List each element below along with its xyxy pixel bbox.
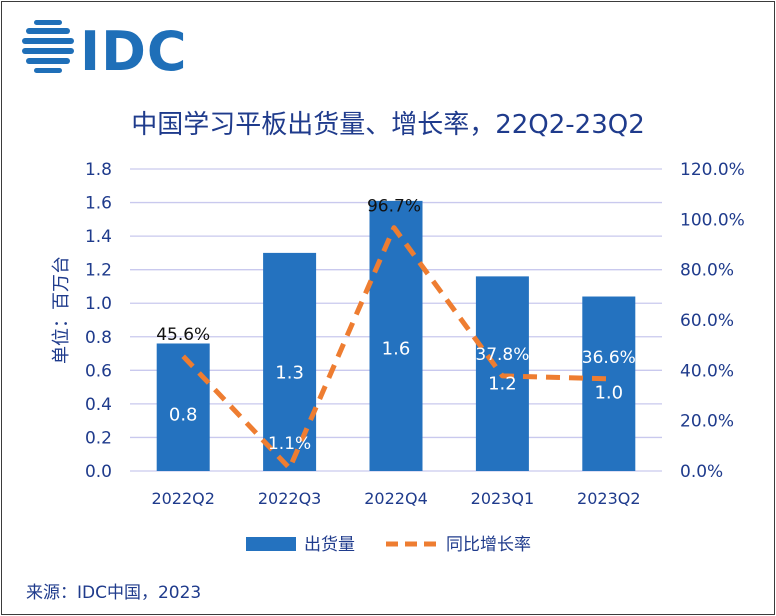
right-tick-label: 20.0%: [680, 412, 734, 432]
right-tick-label: 100.0%: [680, 210, 745, 230]
globe-icon: [22, 20, 74, 73]
growth-value-label: 36.6%: [582, 348, 636, 368]
right-tick-label: 40.0%: [680, 361, 734, 381]
left-tick-label: 1.6: [85, 194, 112, 214]
right-axis-ticks: 0.0% 20.0% 40.0% 60.0% 80.0% 100.0% 120.0%: [680, 160, 745, 482]
growth-value-label: 45.6%: [156, 325, 210, 345]
right-tick-label: 120.0%: [680, 160, 745, 180]
bar-2022Q3: [263, 252, 317, 471]
growth-rate-line: [181, 225, 609, 471]
left-tick-label: 1.4: [85, 227, 112, 247]
bar-value-label: 1.3: [275, 363, 304, 384]
left-tick-label: 0.8: [85, 328, 112, 348]
bar-value-label: 1.6: [382, 339, 411, 360]
idc-logo: IDC: [22, 20, 188, 78]
category-label: 2022Q4: [364, 489, 428, 508]
left-tick-label: 1.2: [85, 261, 112, 281]
category-label: 2023Q2: [577, 489, 641, 508]
growth-value-label: 37.8%: [475, 345, 529, 365]
right-tick-label: 0.0%: [680, 462, 723, 482]
category-labels: 2022Q2 2022Q3 2022Q4 2023Q1 2023Q2: [151, 489, 640, 508]
bar-value-label: 1.2: [488, 373, 517, 394]
bar-value-label: 0.8: [169, 404, 198, 425]
left-tick-label: 0.2: [85, 428, 112, 448]
legend: 出货量 同比增长率: [246, 535, 531, 555]
chart-title: 中国学习平板出货量、增长率，22Q2-23Q2: [131, 110, 645, 140]
left-axis-ticks: 0.0 0.2 0.4 0.6 0.8 1.0 1.2 1.4 1.6 1.8: [85, 160, 112, 482]
bar-2022Q2: [156, 343, 210, 471]
growth-value-label: 96.7%: [367, 197, 421, 217]
category-label: 2022Q3: [258, 489, 322, 508]
source-note: 来源：IDC中国，2023: [26, 583, 202, 603]
line-value-labels: 45.6% 1.1% 96.7% 37.8% 36.6%: [156, 197, 636, 454]
growth-line: [181, 225, 609, 471]
legend-swatch-bars: [246, 537, 296, 551]
legend-label-line: 同比增长率: [446, 535, 531, 555]
idc-logo-text: IDC: [80, 20, 188, 78]
category-label: 2022Q2: [151, 489, 215, 508]
bar-value-label: 1.0: [594, 383, 623, 404]
category-label: 2023Q1: [471, 489, 535, 508]
bars: [156, 200, 636, 471]
left-tick-label: 0.6: [85, 361, 112, 381]
growth-value-label: 1.1%: [268, 434, 311, 454]
legend-label-bars: 出货量: [304, 535, 355, 555]
bar-2022Q4: [369, 200, 423, 471]
left-tick-label: 1.0: [85, 294, 112, 314]
left-tick-label: 0.0: [85, 462, 112, 482]
bar-2023Q2: [582, 296, 636, 471]
left-tick-label: 0.4: [85, 395, 112, 415]
left-tick-label: 1.8: [85, 160, 112, 180]
right-tick-label: 60.0%: [680, 311, 734, 331]
bar-value-labels: 0.8 1.3 1.6 1.2 1.0: [169, 339, 623, 426]
right-tick-label: 80.0%: [680, 261, 734, 281]
